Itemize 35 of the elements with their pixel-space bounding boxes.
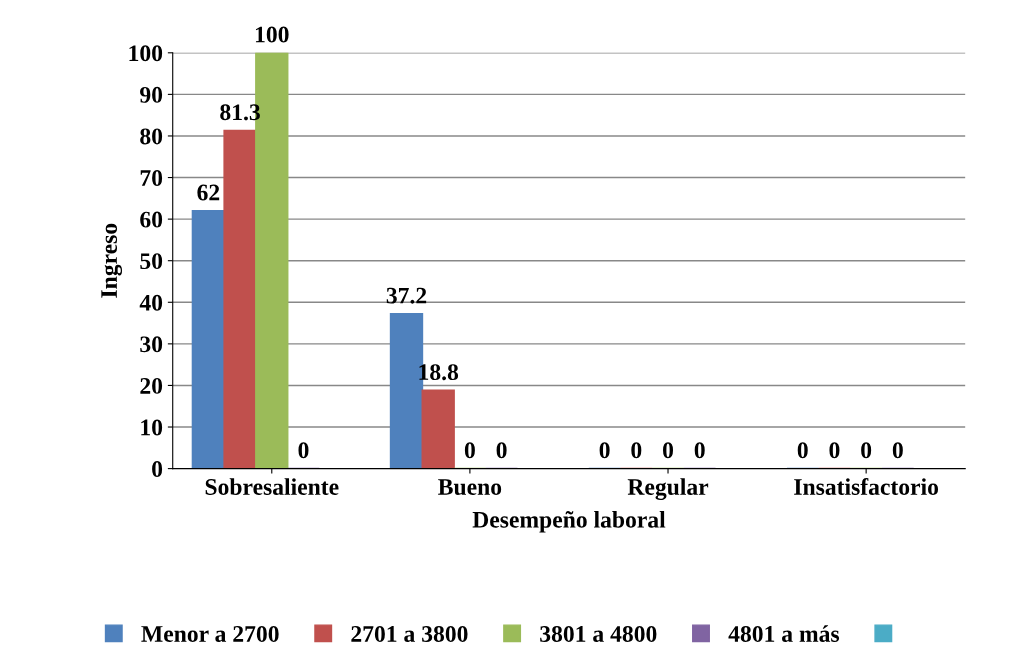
y-tick-label: 10 <box>141 419 163 436</box>
y-tick-label: 30 <box>140 336 163 353</box>
data-label: 0 <box>631 442 642 459</box>
data-label: 0 <box>892 442 903 459</box>
x-axis-title: Desempeño laboral <box>472 511 666 533</box>
data-label: 0 <box>694 442 705 459</box>
y-tick-label: 20 <box>140 377 163 394</box>
data-label: 0 <box>298 442 309 459</box>
legend-label: 2701 a 3800 <box>351 625 468 642</box>
y-tick-label: 90 <box>140 86 163 103</box>
y-tick-label: 70 <box>140 170 163 186</box>
data-label: 0 <box>861 442 872 459</box>
data-label: 0 <box>464 442 475 459</box>
legend-label: Menor a 2700 <box>141 625 279 642</box>
x-tick-label: Insatisfactorio <box>794 478 939 495</box>
y-tick-label: 100 <box>129 45 163 62</box>
x-tick-label: Regular <box>627 478 709 500</box>
data-label: 0 <box>829 442 840 459</box>
legend-label: 4801 a más <box>728 625 840 642</box>
y-tick-label: 80 <box>140 128 163 145</box>
x-tick-label: Sobresaliente <box>205 478 339 495</box>
data-label: 37.2 <box>386 287 427 304</box>
data-label: 100 <box>255 26 289 43</box>
y-tick-label: 0 <box>152 461 163 478</box>
y-axis-title: Ingreso <box>101 223 123 298</box>
y-tick-label: 50 <box>140 253 163 270</box>
data-label: 0 <box>496 442 507 459</box>
data-label: 62 <box>197 184 220 201</box>
data-label: 0 <box>599 442 610 459</box>
x-tick-label: Bueno <box>438 479 502 495</box>
y-tick-label: 40 <box>139 294 163 311</box>
legend-label: 3801 a 4800 <box>540 625 657 642</box>
data-label: 0 <box>663 442 674 459</box>
data-label: 0 <box>797 442 808 459</box>
y-tick-label: 60 <box>140 211 163 228</box>
